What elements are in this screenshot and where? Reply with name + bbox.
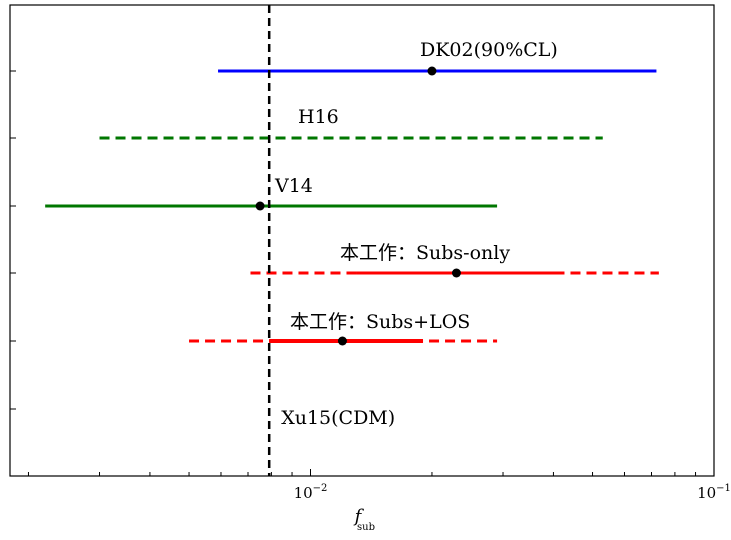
x-tick-label: 10−1 [697, 483, 731, 502]
row-label: 本工作：Subs-only [340, 242, 510, 264]
x-axis-title-subscript: sub [357, 522, 375, 533]
point-estimate [427, 66, 437, 76]
row-label: V14 [274, 175, 313, 197]
y-ticks [10, 70, 16, 410]
row-label: DK02(90%CL) [420, 39, 558, 61]
reference-line-label: Xu15(CDM) [281, 407, 395, 429]
interval-rows: DK02(90%CL) H16 V14 本工作：Subs-only 本工作：Subs+L… [45, 39, 659, 346]
plot-frame [9, 4, 715, 477]
point-estimate [451, 268, 461, 278]
row-label: H16 [298, 106, 339, 128]
reference-line: Xu15(CDM) [267, 5, 395, 476]
point-estimate [255, 201, 265, 211]
x-tick-label: 10−2 [294, 483, 328, 502]
x-ticks: 10−2 10−1 [27, 469, 731, 502]
point-estimate [337, 336, 347, 346]
row-label: 本工作：Subs+LOS [290, 311, 470, 333]
